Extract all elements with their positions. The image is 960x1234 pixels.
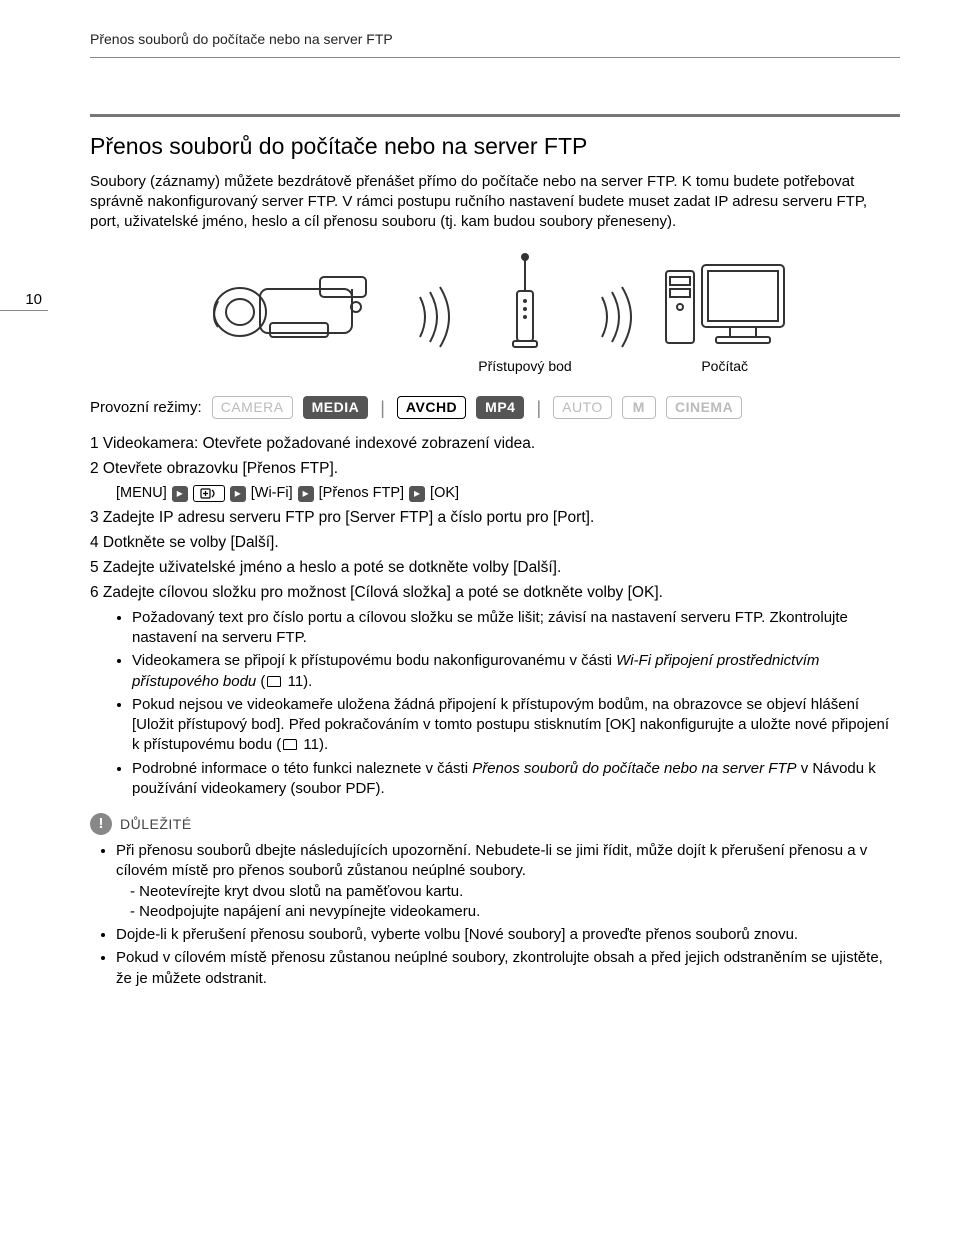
note-text: 11). — [299, 736, 328, 753]
step-2: 2 Otevřete obrazovku [Přenos FTP]. — [90, 459, 900, 480]
note-item: Videokamera se připojí k přístupovému bo… — [132, 651, 900, 692]
steps-list: 1 Videokamera: Otevřete požadované index… — [90, 434, 900, 799]
note-text: Pokud nejsou ve videokameře uložena žádn… — [132, 696, 889, 754]
step-5: 5 Zadejte uživatelské jméno a heslo a po… — [90, 558, 900, 579]
page-title: Přenos souborů do počítače nebo na serve… — [90, 131, 900, 162]
menu-token: [Přenos FTP] — [319, 484, 404, 504]
important-list: Při přenosu souborů dbejte následujících… — [104, 841, 900, 989]
note-item: Podrobné informace o této funkci nalezne… — [132, 759, 900, 800]
running-header: Přenos souborů do počítače nebo na serve… — [90, 30, 900, 49]
menu-token: [OK] — [430, 484, 459, 504]
wireless-waves-icon — [412, 282, 456, 352]
computer-icon — [660, 251, 790, 351]
remote-setup-icon — [193, 485, 225, 502]
arrow-icon: ▸ — [230, 486, 246, 502]
menu-token: [MENU] — [116, 484, 167, 504]
manual-ref-icon — [267, 676, 281, 687]
access-point-icon — [505, 251, 545, 351]
mode-auto: AUTO — [553, 396, 612, 419]
important-label: DŮLEŽITÉ — [120, 815, 192, 834]
note-text: ( — [256, 673, 265, 690]
note-text: Podrobné informace o této funkci nalezne… — [132, 760, 472, 777]
menu-token: [Wi-Fi] — [251, 484, 293, 504]
page-number: 10 — [0, 290, 48, 311]
divider-section — [90, 114, 900, 117]
intro-paragraph: Soubory (záznamy) můžete bezdrátově přen… — [90, 172, 900, 233]
menu-path: [MENU] ▸ ▸ [Wi-Fi] ▸ [Přenos FTP] ▸ [OK] — [116, 484, 900, 504]
dash-list: Neotevírejte kryt dvou slotů na paměťovo… — [130, 882, 900, 923]
step-3: 3 Zadejte IP adresu serveru FTP pro [Ser… — [90, 508, 900, 529]
divider-top — [90, 57, 900, 58]
operating-modes-row: Provozní režimy: CAMERA MEDIA | AVCHD MP… — [90, 396, 900, 420]
mode-cinema: CINEMA — [666, 396, 742, 419]
connection-diagram: Přístupový bod — [90, 251, 900, 376]
important-item: Dojde-li k přerušení přenosu souborů, vy… — [116, 925, 900, 945]
mode-m: M — [622, 396, 656, 419]
arrow-icon: ▸ — [298, 486, 314, 502]
step-1: 1 Videokamera: Otevřete požadované index… — [90, 434, 900, 455]
note-item: Požadovaný text pro číslo portu a cílovo… — [132, 608, 900, 649]
access-point-label: Přístupový bod — [478, 357, 571, 376]
mode-separator: | — [378, 396, 387, 420]
important-text: Při přenosu souborů dbejte následujících… — [116, 842, 867, 879]
step-6: 6 Zadejte cílovou složku pro možnost [Cí… — [90, 583, 900, 604]
notes-list: Požadovaný text pro číslo portu a cílovo… — [120, 608, 900, 799]
arrow-icon: ▸ — [172, 486, 188, 502]
important-item: Při přenosu souborů dbejte následujících… — [116, 841, 900, 922]
note-item: Pokud nejsou ve videokameře uložena žádn… — [132, 695, 900, 756]
note-text: 11). — [283, 673, 312, 690]
exclamation-icon: ! — [90, 813, 112, 835]
mode-separator: | — [534, 396, 543, 420]
important-item: Pokud v cílovém místě přenosu zůstanou n… — [116, 948, 900, 989]
arrow-icon: ▸ — [409, 486, 425, 502]
note-text: Videokamera se připojí k přístupovému bo… — [132, 652, 616, 669]
mode-media: MEDIA — [303, 396, 369, 419]
mode-camera: CAMERA — [212, 396, 293, 419]
dash-item: Neodpojujte napájení ani nevypínejte vid… — [130, 902, 900, 922]
step-4: 4 Dotkněte se volby [Další]. — [90, 533, 900, 554]
modes-label: Provozní režimy: — [90, 398, 202, 418]
dash-item: Neotevírejte kryt dvou slotů na paměťovo… — [130, 882, 900, 902]
important-heading: ! DŮLEŽITÉ — [90, 813, 900, 835]
camcorder-icon — [200, 257, 390, 352]
computer-label: Počítač — [701, 357, 748, 376]
mode-avchd: AVCHD — [397, 396, 466, 419]
manual-ref-icon — [283, 739, 297, 750]
mode-mp4: MP4 — [476, 396, 524, 419]
note-italic: Přenos souborů do počítače nebo na serve… — [472, 760, 796, 777]
wireless-waves-icon — [594, 282, 638, 352]
